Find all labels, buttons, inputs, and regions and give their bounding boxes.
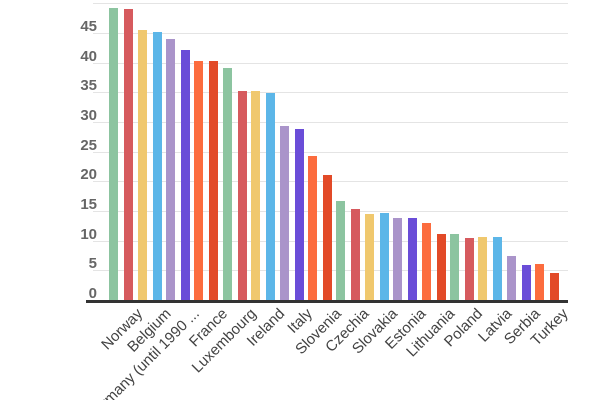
bar-belgium-1[interactable] — [137, 30, 147, 300]
category-band-7 — [277, 0, 305, 300]
bar-ireland-1[interactable] — [251, 91, 261, 300]
bar-germany-until--2[interactable] — [180, 49, 190, 300]
gridline-45 — [93, 33, 568, 34]
x-tick-label-turkey: Turkey — [527, 305, 572, 350]
category-band-11 — [391, 0, 419, 300]
y-tick-label-10: 10 — [80, 225, 97, 243]
bar-turkey-2[interactable] — [550, 273, 560, 300]
x-label-cell-6: Ireland — [243, 300, 287, 400]
x-label-cell-3: Germany (until 1990 ... — [83, 300, 203, 400]
bar-lithuania-2[interactable] — [436, 234, 446, 300]
category-band-3 — [164, 0, 192, 300]
bar-slovenia-1[interactable] — [307, 155, 317, 300]
y-tick-label-30: 30 — [80, 107, 97, 124]
bar-luxembourg-2[interactable] — [237, 91, 247, 300]
bar-belgium-2[interactable] — [152, 31, 162, 300]
bar-ireland-2[interactable] — [266, 92, 276, 300]
bar-poland-2[interactable] — [464, 237, 474, 300]
y-tick-label-15: 15 — [80, 196, 97, 213]
bar-france-1[interactable] — [194, 61, 204, 300]
y-tick-label-0: 0 — [88, 285, 97, 302]
category-band-9 — [334, 0, 362, 300]
gridline-40 — [93, 62, 568, 64]
category-band-15 — [505, 0, 533, 300]
bar-slovenia-2[interactable] — [322, 175, 332, 300]
category-band-12 — [419, 0, 447, 300]
y-tick-label-40: 40 — [80, 47, 97, 65]
category-band-1 — [107, 0, 135, 300]
y-tick-label-20: 20 — [80, 166, 97, 184]
category-band-4 — [192, 0, 220, 300]
x-label-cell-16: Turkey — [528, 300, 572, 400]
y-tick-label-5: 5 — [88, 255, 97, 273]
x-label-cell-12: Lithuania — [403, 300, 458, 400]
bar-latvia-2[interactable] — [493, 237, 503, 300]
bar-germany-until--1[interactable] — [165, 38, 175, 300]
x-label-cell-10: Slovakia — [349, 300, 401, 400]
bar-lithuania-1[interactable] — [421, 223, 431, 300]
category-band-8 — [306, 0, 334, 300]
category-band-2 — [135, 0, 163, 300]
category-band-10 — [363, 0, 391, 300]
x-label-cell-13: Poland — [441, 300, 486, 400]
category-band-14 — [476, 0, 504, 300]
bar-poland-1[interactable] — [449, 234, 459, 300]
x-label-cell-14: Latvia — [475, 300, 515, 400]
gridline-50 — [93, 3, 568, 5]
x-axis-baseline — [86, 300, 568, 303]
bar-latvia-1[interactable] — [478, 237, 488, 300]
category-band-13 — [448, 0, 476, 300]
x-label-cell-5: Luxembourg — [188, 300, 259, 400]
bar-czechia-1[interactable] — [336, 200, 346, 300]
bar-france-2[interactable] — [209, 61, 219, 300]
category-band-5 — [221, 0, 249, 300]
bar-italy-2[interactable] — [294, 129, 304, 300]
bar-italy-1[interactable] — [279, 125, 289, 300]
bar-slovakia-1[interactable] — [364, 213, 374, 300]
bar-czechia-2[interactable] — [351, 209, 361, 300]
gridline-25 — [93, 151, 568, 153]
y-tick-label-25: 25 — [80, 136, 97, 154]
gridline-30 — [93, 122, 568, 123]
x-label-cell-15: Serbia — [501, 300, 544, 400]
bar-slovakia-2[interactable] — [379, 213, 389, 300]
bar-turkey-1[interactable] — [535, 264, 545, 300]
bar-estonia-2[interactable] — [408, 218, 418, 300]
bar-norway-1[interactable] — [109, 7, 119, 300]
y-tick-label-35: 35 — [80, 77, 97, 95]
bar-serbia-1[interactable] — [506, 255, 516, 300]
category-band-6 — [249, 0, 277, 300]
category-band-16 — [533, 0, 561, 300]
y-tick-label-45: 45 — [80, 18, 97, 35]
bar-estonia-1[interactable] — [393, 217, 403, 300]
bar-serbia-2[interactable] — [521, 265, 531, 300]
bar-luxembourg-1[interactable] — [222, 68, 232, 300]
bar-norway-2[interactable] — [124, 9, 134, 300]
gridline-35 — [93, 92, 568, 94]
